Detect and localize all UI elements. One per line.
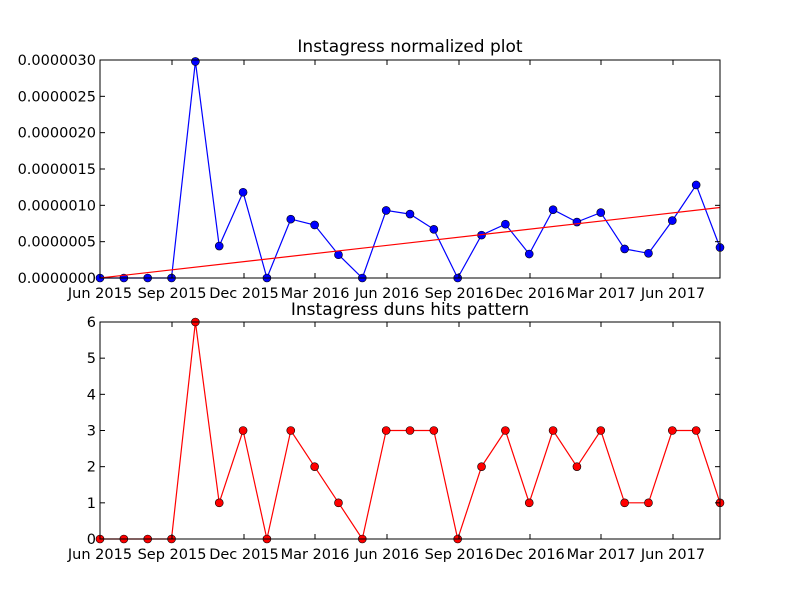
x-tick-label: Jun 2016 [354,286,419,302]
data-point [477,462,486,471]
data-point [429,426,439,435]
y-tick-label: 5 [87,351,96,367]
data-point [429,225,439,234]
data-point [286,214,296,224]
x-tick-label: Mar 2016 [281,286,350,302]
y-tick-label: 4 [87,387,96,403]
data-point [691,426,701,435]
chart-title: Instagress normalized plot [297,37,522,57]
data-point [691,180,701,190]
data-point [548,205,558,214]
y-tick-label: 0.0000020 [18,126,96,142]
trend-line [99,206,721,279]
x-tick-label: Sep 2015 [138,286,207,302]
x-tick-label: Dec 2016 [495,286,565,302]
y-tick-label: 0.0000005 [18,235,96,251]
data-point [381,426,391,435]
y-tick-label: 2 [87,460,96,476]
y-tick-label: 0.0000010 [18,198,96,214]
x-tick-label: Sep 2016 [425,547,494,563]
x-tick-label: Jun 2015 [67,286,132,302]
x-tick-label: Dec 2015 [209,286,279,302]
data-point [644,248,653,258]
data-point [668,426,677,435]
data-point [620,244,629,254]
data-point [381,206,391,215]
data-point [596,426,606,435]
x-tick-label: Mar 2017 [567,286,636,302]
x-tick-label: Jun 2017 [640,547,705,563]
y-tick-label: 0 [87,532,96,548]
data-point [286,426,296,435]
data-point [596,208,606,217]
y-tick-label: 0.0000030 [18,53,96,69]
data-point [214,498,224,508]
y-tick-label: 0.0000015 [18,162,96,178]
x-tick-label: Mar 2017 [567,547,636,563]
x-tick-label: Jun 2017 [640,286,705,302]
duns-hits-plot: Instagress duns hits pattern 0 1 2 3 4 5 6 Jun … [67,300,725,563]
x-tick-label: Mar 2016 [281,547,350,563]
data-point [501,219,510,229]
x-tick-label: Jun 2016 [354,547,419,563]
x-tick-label: Dec 2016 [495,547,565,563]
y-tick-label: 0.0000025 [18,89,96,105]
data-point [310,220,319,230]
axis-ticks: 0.0000000 0.0000005 0.0000010 0.0000015 0.00… [18,53,720,302]
data-point [334,250,343,260]
data-point [572,217,582,227]
data-point [334,498,343,508]
x-tick-label: Sep 2016 [425,286,494,302]
data-point [310,462,319,471]
data-point [405,209,415,219]
data-point [238,426,248,435]
normalized-plot: Instagress normalized plot 0.00000000.00… [18,37,725,302]
data-point [238,187,248,197]
data-point [524,498,534,508]
data-point [548,426,558,435]
y-tick-label: 1 [87,496,96,512]
data-point [524,249,534,259]
x-tick-label: Sep 2015 [138,547,207,563]
data-point [644,498,653,508]
data-point [620,498,629,508]
data-point [501,426,510,435]
data-point [191,57,200,66]
x-tick-label: Jun 2015 [67,547,132,563]
x-tick-label: Dec 2015 [209,547,279,563]
y-tick-label: 3 [87,424,96,440]
y-tick-label: 6 [87,315,96,331]
y-tick-label: 0.0000000 [18,271,96,287]
chart-title: Instagress duns hits pattern [291,300,529,320]
data-point [668,216,677,225]
data-point [214,241,224,251]
data-point [572,462,582,471]
data-point [405,426,415,435]
